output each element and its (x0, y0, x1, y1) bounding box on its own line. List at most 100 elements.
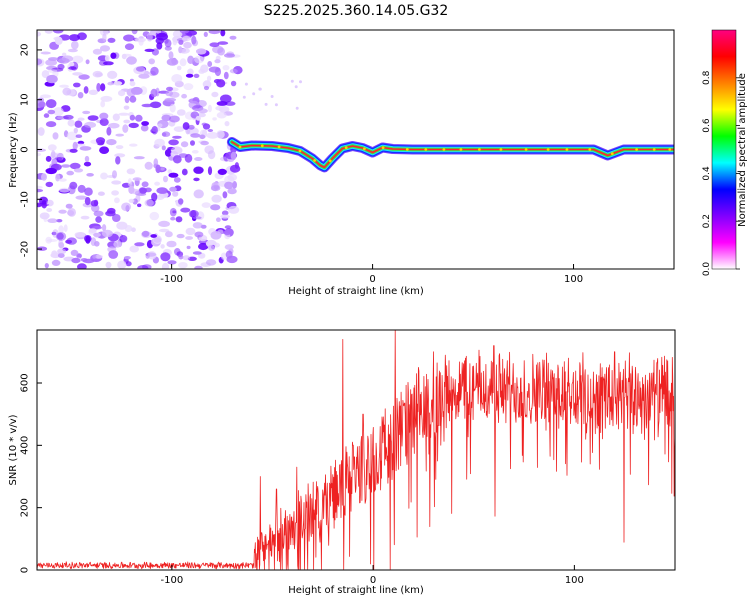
noise-blob (129, 245, 139, 253)
noise-blob (53, 107, 64, 117)
noise-blob (138, 38, 144, 46)
noise-blob (114, 153, 126, 158)
noise-blob (192, 216, 202, 220)
noise-blob (110, 52, 117, 59)
noise-blob (194, 265, 203, 269)
y-tick-label: 0 (20, 146, 31, 152)
noise-blob (123, 256, 131, 260)
noise-blob (193, 166, 204, 174)
noise-blob (47, 69, 58, 73)
noise-blob (47, 218, 58, 223)
noise-blob (176, 233, 185, 239)
noise-blob (58, 57, 70, 64)
noise-blob (58, 225, 64, 234)
noise-blob (67, 210, 75, 216)
noise-blob (221, 210, 229, 216)
noise-speck (252, 92, 256, 96)
noise-blob (230, 151, 237, 161)
noise-blob (44, 263, 49, 269)
noise-blob (150, 234, 157, 238)
noise-blob (61, 164, 71, 168)
ridge-speck (381, 146, 385, 150)
noise-blob (137, 265, 149, 269)
noise-blob (80, 215, 90, 220)
noise-blob (138, 73, 150, 79)
noise-blob (181, 35, 191, 42)
noise-blob (75, 195, 88, 200)
snr-x-ticks: -100 0 100 (160, 565, 584, 586)
noise-speck (264, 102, 268, 106)
noise-blob (67, 119, 75, 127)
noise-blob (77, 140, 85, 145)
noise-blob (111, 180, 122, 185)
noise-blob (94, 254, 104, 259)
noise-blob (126, 56, 137, 65)
noise-blob (76, 253, 82, 259)
x-tick-label: -100 (160, 274, 183, 285)
noise-blob (107, 70, 118, 79)
noise-blob (106, 139, 117, 146)
noise-blob (216, 79, 226, 88)
noise-blob (154, 138, 166, 147)
noise-blob (77, 117, 85, 121)
noise-blob (140, 124, 149, 132)
noise-blob (87, 115, 99, 121)
noise-blob (37, 31, 41, 37)
noise-blob (159, 228, 170, 233)
noise-blob (168, 115, 180, 123)
noise-blob (92, 48, 102, 55)
noise-blob (84, 155, 90, 163)
noise-blob (63, 114, 74, 120)
noise-blob (108, 122, 120, 129)
noise-blob (179, 30, 190, 34)
noise-blob (210, 185, 221, 192)
noise-blob (200, 64, 209, 73)
noise-blob (166, 86, 173, 92)
ridge-speck (499, 148, 503, 151)
noise-blob (112, 113, 120, 121)
y-tick-label: -20 (20, 241, 31, 257)
noise-blob (172, 191, 179, 197)
noise-blob (165, 90, 173, 97)
noise-blob (185, 236, 194, 240)
noise-blob (197, 112, 206, 118)
noise-blob (168, 139, 179, 146)
noise-blob (230, 80, 237, 87)
noise-blob (141, 121, 150, 126)
noise-blob (223, 53, 236, 58)
noise-blob (180, 207, 191, 213)
noise-blob (61, 52, 67, 57)
noise-blob (214, 59, 221, 64)
noise-blob (190, 140, 195, 146)
noise-blob (40, 94, 51, 99)
noise-blob (115, 133, 124, 137)
noise-blob (165, 231, 173, 238)
noise-speck (295, 106, 299, 110)
noise-blob (214, 67, 221, 77)
noise-blob (111, 190, 119, 196)
noise-blob (224, 244, 234, 251)
noise-blob (227, 173, 238, 181)
ridge-speck (588, 148, 592, 151)
noise-blob (224, 225, 232, 229)
noise-blob (153, 158, 159, 167)
noise-blob (181, 168, 188, 176)
noise-blob (135, 114, 143, 122)
noise-blob (102, 33, 107, 42)
noise-blob (123, 34, 135, 42)
noise-blob (131, 30, 138, 35)
noise-blob (228, 205, 240, 214)
noise-blob (225, 250, 233, 259)
y-tick-label: 20 (20, 44, 31, 57)
noise-blob (59, 84, 69, 88)
x-tick-label: 0 (369, 274, 375, 285)
noise-blob (58, 242, 65, 249)
noise-blob (207, 104, 212, 113)
noise-blob (178, 262, 188, 269)
noise-blob (161, 131, 171, 137)
noise-blob (175, 216, 183, 223)
noise-blob (187, 55, 195, 64)
noise-blob (147, 251, 157, 260)
y-tick-label: 10 (20, 93, 31, 106)
x-tick-label: 100 (565, 575, 584, 586)
